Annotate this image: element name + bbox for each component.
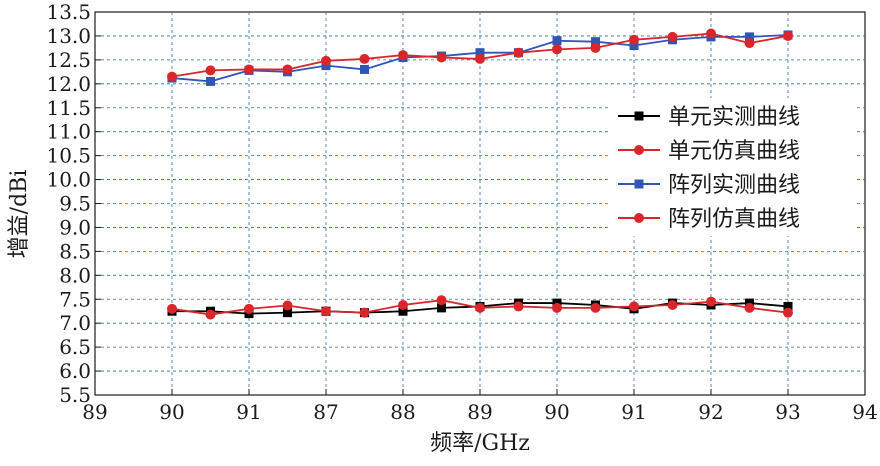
data-point (629, 34, 639, 45)
x-tick-label: 87 (313, 400, 338, 424)
x-tick-label: 92 (698, 400, 723, 424)
data-point (667, 299, 678, 310)
data-point (552, 302, 562, 313)
data-point (513, 47, 524, 58)
data-point (282, 300, 293, 311)
data-point (321, 306, 331, 317)
legend-marker (634, 145, 644, 155)
y-tick-label: 13.5 (46, 0, 91, 24)
legend-item: 单元实测曲线 (618, 105, 800, 130)
data-point (667, 31, 678, 42)
data-point (167, 71, 177, 82)
legend-marker (634, 179, 644, 189)
data-point (205, 309, 216, 320)
data-point (513, 301, 524, 312)
y-tick-label: 7.0 (59, 311, 91, 335)
data-point (244, 303, 254, 314)
data-point (475, 48, 485, 58)
x-tick-label: 90 (159, 400, 184, 424)
legend-marker (634, 213, 644, 223)
data-point (437, 303, 446, 313)
y-tick-label: 6.5 (59, 335, 91, 359)
x-tick-label: 93 (775, 400, 800, 424)
x-tick-label: 91 (621, 400, 646, 424)
data-point (398, 50, 408, 61)
x-axis-ticks: 89 90 91 87 88 89 90 91 92 93 94 (82, 389, 878, 424)
data-point (629, 41, 639, 51)
data-point (475, 53, 485, 64)
data-point (398, 299, 408, 310)
data-point (552, 36, 562, 46)
legend-label: 阵列实测曲线 (668, 173, 800, 198)
y-tick-label: 6.0 (59, 359, 91, 383)
legend-label: 单元仿真曲线 (668, 139, 800, 164)
data-point (706, 28, 716, 39)
data-point (436, 52, 447, 63)
legend-item: 阵列实测曲线 (618, 173, 800, 198)
y-tick-label: 11.0 (46, 120, 91, 144)
data-point (552, 44, 562, 55)
y-tick-label: 11.5 (46, 96, 91, 120)
data-point (783, 301, 793, 311)
data-point (744, 38, 755, 49)
data-point (744, 302, 755, 313)
x-tick-label: 88 (390, 400, 415, 424)
y-tick-label: 10.5 (46, 144, 91, 168)
data-point (359, 53, 370, 64)
x-tick-label: 94 (852, 400, 877, 424)
data-point (321, 55, 331, 66)
data-point (398, 306, 408, 316)
data-point (282, 64, 293, 75)
legend-label: 单元实测曲线 (668, 105, 800, 130)
data-point (590, 302, 601, 313)
data-point (783, 307, 793, 318)
y-tick-label: 9.5 (59, 192, 91, 216)
y-tick-label: 9.0 (59, 215, 91, 239)
legend-box (610, 98, 854, 236)
data-point (206, 76, 215, 86)
x-tick-label: 90 (544, 400, 569, 424)
y-tick-label: 8.0 (59, 263, 91, 287)
legend-item: 单元仿真曲线 (618, 139, 800, 164)
data-point (783, 30, 793, 41)
series-2 (167, 295, 793, 320)
data-point (629, 301, 639, 312)
data-point (706, 296, 716, 307)
y-tick-label: 8.5 (59, 239, 91, 263)
y-tick-label: 13.0 (46, 24, 91, 48)
series-4 (167, 28, 793, 82)
legend-marker (634, 111, 644, 121)
x-tick-label: 89 (82, 400, 107, 424)
data-point (360, 64, 369, 74)
y-tick-label: 7.5 (59, 287, 91, 311)
data-point (436, 295, 447, 306)
legend-label: 阵列仿真曲线 (668, 207, 800, 232)
x-tick-label: 91 (236, 400, 261, 424)
data-point (590, 42, 601, 53)
data-point (475, 302, 485, 313)
x-axis-label: 频率/GHz (430, 431, 530, 456)
data-point (244, 64, 254, 75)
y-tick-label: 12.0 (46, 72, 91, 96)
x-tick-label: 89 (467, 400, 492, 424)
y-axis-label: 增益/dBi (7, 170, 32, 259)
data-point (283, 308, 292, 318)
data-point (745, 32, 754, 42)
data-point (167, 303, 177, 314)
y-tick-label: 12.5 (46, 48, 91, 72)
y-tick-label: 10.0 (46, 168, 91, 192)
y-tick-label: 5.5 (59, 383, 91, 407)
data-point (591, 37, 600, 47)
data-series (167, 28, 793, 320)
data-point (359, 307, 370, 318)
y-axis-ticks: 5.56.06.57.07.58.08.59.09.510.010.511.01… (46, 0, 101, 407)
legend-item: 阵列仿真曲线 (618, 207, 800, 232)
data-point (205, 65, 216, 76)
